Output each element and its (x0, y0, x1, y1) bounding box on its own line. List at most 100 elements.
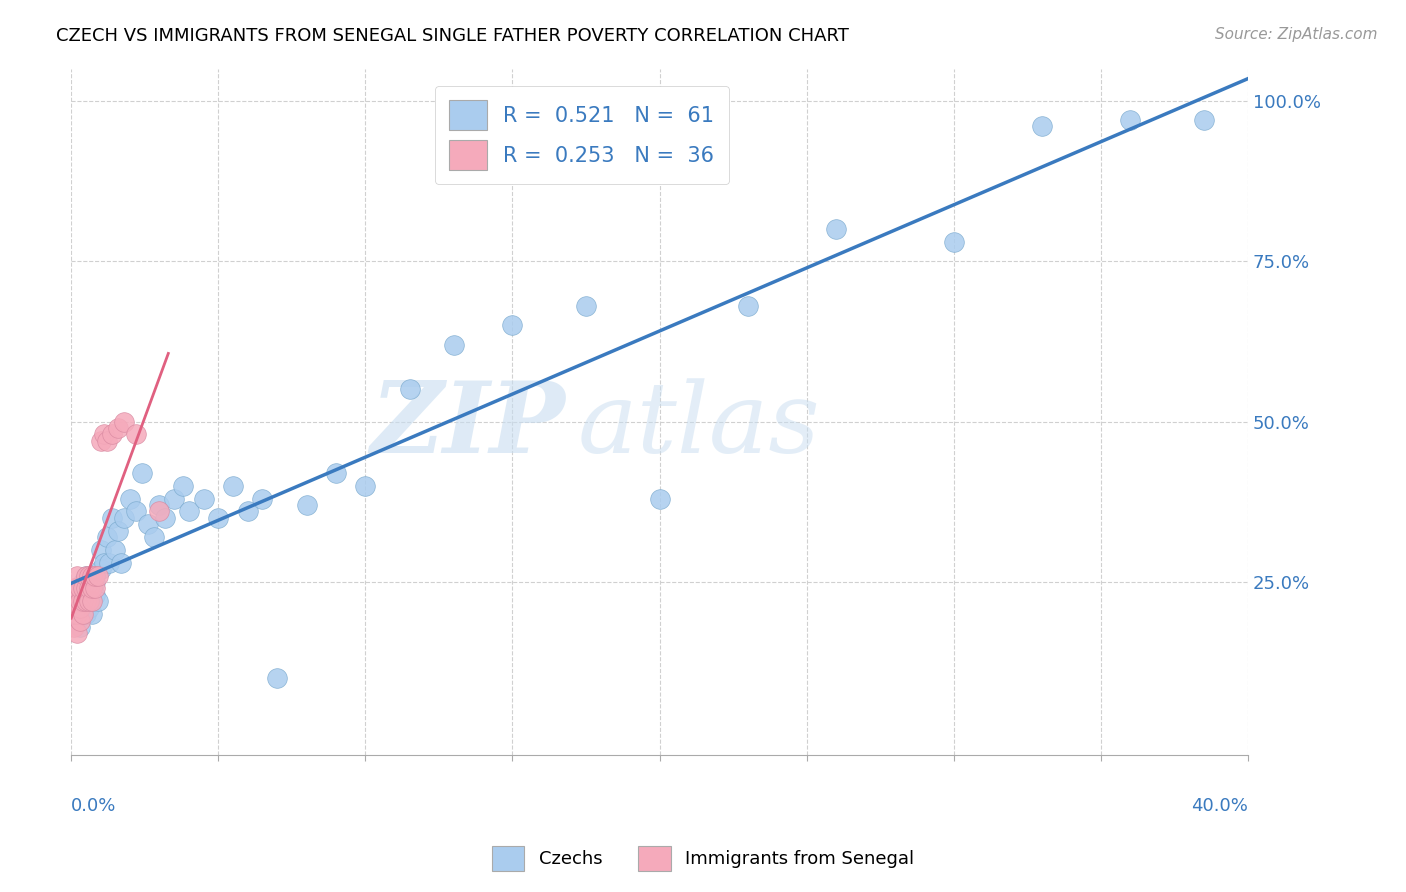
Point (83, 568, 105, 582)
Legend: R =  0.521   N =  61, R =  0.253   N =  36: R = 0.521 N = 61, R = 0.253 N = 36 (434, 86, 728, 185)
Point (86, 568, 108, 582)
Point (1119, 112, 1142, 127)
Point (101, 427, 124, 442)
Point (72, 607, 94, 621)
Point (825, 222, 848, 236)
Point (737, 299, 759, 313)
Point (75, 568, 97, 582)
Point (325, 466, 347, 480)
Point (104, 543, 127, 558)
Point (69, 582, 91, 596)
Point (354, 479, 377, 493)
Point (86, 594, 108, 608)
Point (66, 626, 89, 640)
Point (96, 530, 118, 544)
Point (96, 434, 118, 448)
Point (112, 511, 135, 525)
Point (80, 594, 103, 608)
Point (66, 568, 89, 582)
Point (80, 607, 103, 621)
Point (222, 479, 245, 493)
Point (83, 588, 105, 602)
Point (398, 383, 420, 397)
Point (172, 479, 194, 493)
Point (69, 614, 91, 628)
Point (93, 427, 115, 442)
Point (75, 582, 97, 596)
Point (125, 504, 148, 518)
Text: ZIP: ZIP (370, 377, 565, 474)
Point (72, 582, 94, 596)
Point (266, 671, 288, 685)
Point (69, 594, 91, 608)
Point (93, 556, 115, 570)
Point (236, 504, 259, 518)
Legend: Czechs, Immigrants from Senegal: Czechs, Immigrants from Senegal (485, 838, 921, 879)
Point (63, 607, 86, 621)
Point (69, 582, 91, 596)
Point (72, 575, 94, 590)
Point (125, 427, 148, 442)
Point (155, 511, 177, 525)
Point (107, 524, 129, 538)
Point (72, 588, 94, 602)
Text: atlas: atlas (578, 378, 820, 474)
Point (575, 299, 598, 313)
Point (101, 511, 124, 525)
Point (90, 543, 112, 558)
Point (110, 556, 132, 570)
Point (942, 235, 965, 249)
Point (63, 594, 86, 608)
Point (142, 530, 165, 544)
Point (80, 582, 103, 596)
Point (148, 504, 170, 518)
Point (80, 594, 103, 608)
Text: 0.0%: 0.0% (72, 797, 117, 814)
Point (63, 620, 86, 634)
Point (83, 582, 105, 596)
Point (77, 594, 100, 608)
Point (77, 582, 100, 596)
Point (1031, 120, 1053, 134)
Point (136, 517, 159, 532)
Point (77, 582, 100, 596)
Point (252, 491, 274, 506)
Point (66, 600, 89, 615)
Point (120, 491, 142, 506)
Point (501, 318, 523, 333)
Point (83, 575, 105, 590)
Point (193, 491, 215, 506)
Point (63, 594, 86, 608)
Point (77, 600, 100, 615)
Point (72, 600, 94, 615)
Point (72, 594, 94, 608)
Point (295, 498, 318, 512)
Point (112, 415, 135, 429)
Point (90, 434, 112, 448)
Point (66, 582, 89, 596)
Point (63, 607, 86, 621)
Point (148, 498, 170, 512)
Point (131, 466, 153, 480)
Point (66, 607, 89, 621)
Point (69, 607, 91, 621)
Point (69, 620, 91, 634)
Point (75, 607, 97, 621)
Point (66, 594, 89, 608)
Point (63, 582, 86, 596)
Point (648, 491, 671, 506)
Text: Source: ZipAtlas.com: Source: ZipAtlas.com (1215, 27, 1378, 42)
Text: 40.0%: 40.0% (1191, 797, 1249, 814)
Point (75, 594, 97, 608)
Point (80, 568, 103, 582)
Point (443, 337, 465, 351)
Text: CZECH VS IMMIGRANTS FROM SENEGAL SINGLE FATHER POVERTY CORRELATION CHART: CZECH VS IMMIGRANTS FROM SENEGAL SINGLE … (56, 27, 849, 45)
Point (98, 556, 121, 570)
Point (163, 491, 186, 506)
Point (69, 600, 91, 615)
Point (66, 588, 89, 602)
Point (107, 421, 129, 435)
Point (1192, 112, 1215, 127)
Point (77, 568, 100, 582)
Point (177, 504, 200, 518)
